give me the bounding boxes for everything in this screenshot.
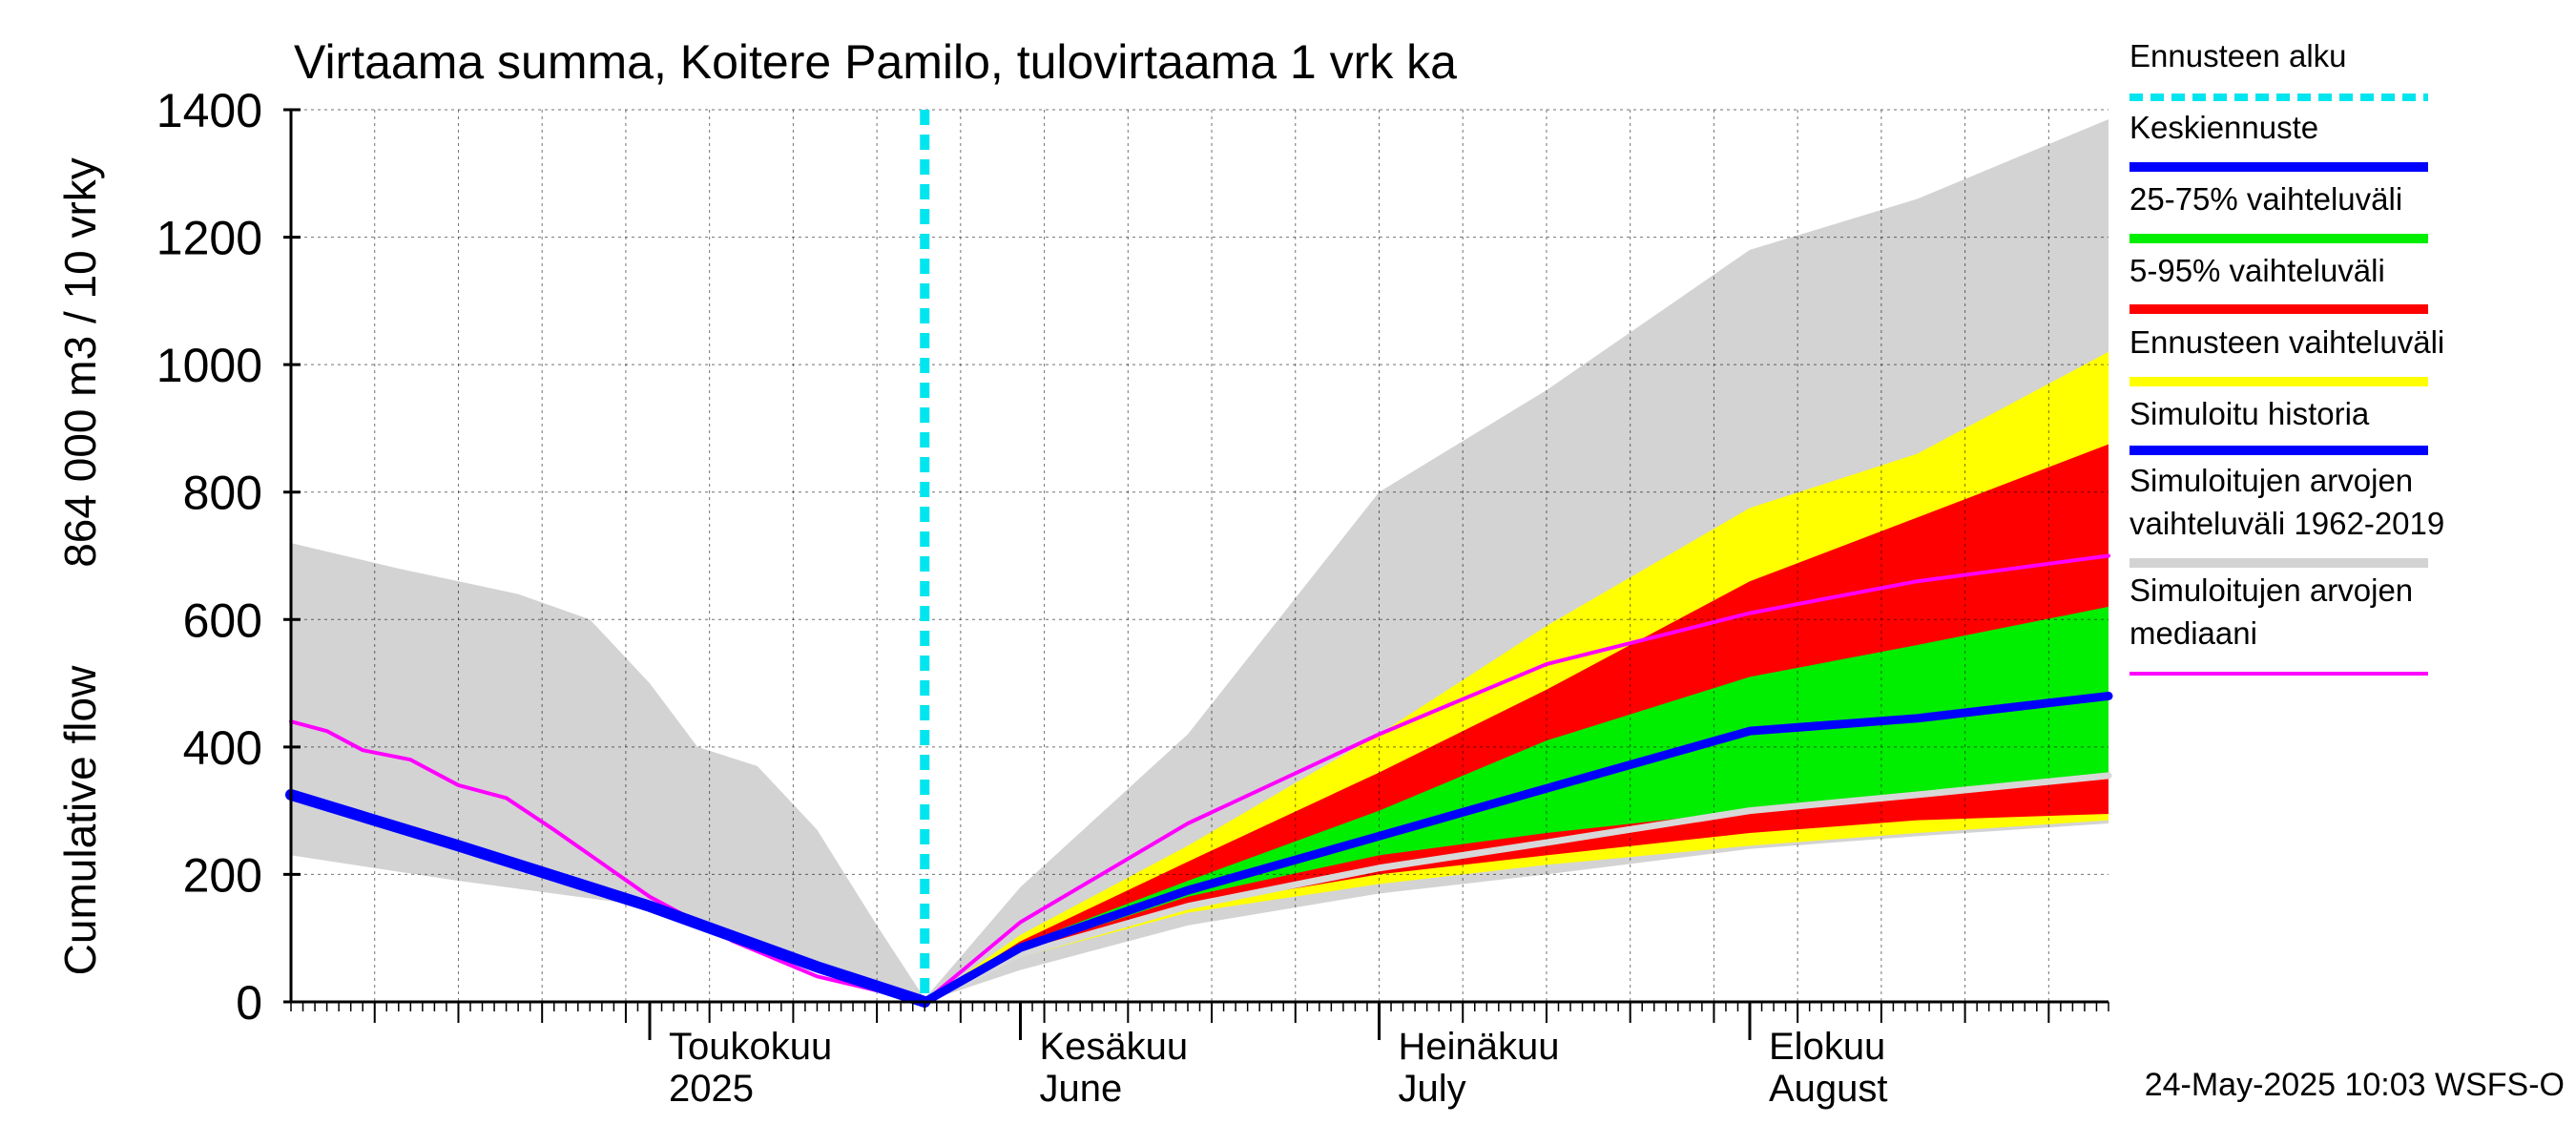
legend-label: mediaani <box>2129 615 2257 651</box>
legend-label: 5-95% vaihteluväli <box>2129 253 2385 288</box>
legend-label: Simuloitujen arvojen <box>2129 463 2413 498</box>
x-month-label: Heinäkuu <box>1398 1026 1559 1068</box>
x-month-sublabel: August <box>1769 1068 1888 1110</box>
y-tick-label: 1400 <box>156 84 262 137</box>
sim-median-line <box>289 553 2110 1004</box>
legend-label: Simuloitujen arvojen <box>2129 572 2413 608</box>
x-month-sublabel: June <box>1040 1068 1123 1110</box>
range-25-75-band <box>924 606 2109 1002</box>
x-month-label: Toukokuu <box>669 1026 832 1068</box>
footer-timestamp: 24-May-2025 10:03 WSFS-O <box>2145 1067 2565 1103</box>
legend-label: vaihteluväli 1962-2019 <box>2129 506 2444 541</box>
y-axis-label-fi: 864 000 m3 / 10 vrky <box>55 157 105 568</box>
y-axis-label-en: Cumulative flow <box>55 665 105 975</box>
legend-label: Simuloitu historia <box>2129 396 2370 431</box>
x-month-sublabel: July <box>1398 1068 1465 1110</box>
x-month-sublabel: 2025 <box>669 1068 754 1110</box>
y-tick-label: 800 <box>183 467 262 520</box>
chart-title: Virtaama summa, Koitere Pamilo, tulovirt… <box>294 35 1457 89</box>
y-tick-label: 200 <box>183 848 262 902</box>
legend: Ennusteen alku Keskiennuste 25-75% vaihtel… <box>2129 38 2444 676</box>
y-tick-label: 1000 <box>156 339 262 392</box>
legend-label: Ennusteen alku <box>2129 38 2347 73</box>
sim-history-line <box>285 788 931 1008</box>
y-tick-label: 400 <box>183 721 262 775</box>
y-tick-label: 0 <box>236 976 262 1030</box>
mean-forecast-line <box>920 691 2113 1007</box>
x-month-label: Kesäkuu <box>1040 1026 1189 1068</box>
sim-range-center-line <box>921 772 2112 1006</box>
range-5-95-band <box>924 444 2109 1002</box>
legend-label: Keskiennuste <box>2129 110 2318 145</box>
legend-label: 25-75% vaihteluväli <box>2129 181 2402 217</box>
x-month-label: Elokuu <box>1769 1026 1885 1068</box>
y-tick-label: 600 <box>183 593 262 647</box>
grid <box>291 109 2109 1002</box>
legend-label: Ennusteen vaihteluväli <box>2129 324 2444 360</box>
chart-lines <box>285 110 2113 1008</box>
y-tick-label: 1200 <box>156 212 262 265</box>
